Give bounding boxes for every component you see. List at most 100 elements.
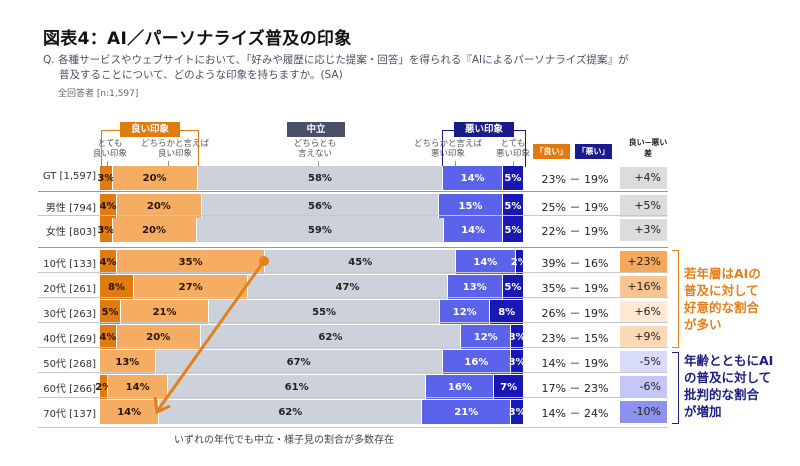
seg-neutral: 56%	[201, 194, 440, 218]
seg-very-good: 5%	[100, 300, 121, 324]
seg-very-bad: 3%	[509, 400, 526, 424]
row-label: 女性 [803]	[45, 227, 96, 238]
col-label-somewhat-bad: どちらかと言えば 悪い印象	[403, 139, 493, 159]
row-separator	[38, 427, 668, 428]
seg-neutral: 47%	[248, 275, 448, 299]
seg-very-good: 3%	[97, 166, 114, 190]
seg-somewhat-bad: 12%	[461, 325, 512, 349]
sum-values: 23% － 15%	[541, 332, 609, 345]
row-label: 10代 [133]	[43, 259, 96, 270]
seg-somewhat-bad: 14%	[443, 166, 503, 190]
diff-value: -10%	[620, 401, 667, 423]
row-label: 60代 [266]	[43, 384, 96, 395]
tick-somewhat-bad	[455, 161, 456, 169]
seg-somewhat-good: 21%	[120, 300, 210, 324]
diff-value: +3%	[620, 219, 667, 241]
seg-neutral: 67%	[155, 350, 443, 374]
seg-very-bad: 8%	[490, 300, 524, 324]
row-separator	[38, 247, 668, 248]
row-separator	[38, 191, 668, 192]
sum-values: 35% － 19%	[541, 282, 609, 295]
col-label-line: どちらかと言えば	[140, 139, 209, 149]
col-label-somewhat-good: どちらかと言えば 良い印象	[130, 139, 220, 159]
diff-value: +9%	[620, 326, 667, 348]
row-label: 70代 [137]	[43, 409, 96, 420]
diff-value: +16%	[620, 276, 667, 298]
old-annotation: 年齢とともにAI の普及に対して 批判的な割合 が増加	[684, 352, 773, 420]
col-label-line: 悪い印象	[430, 149, 465, 159]
sum-values: 23% － 19%	[541, 173, 609, 186]
seg-somewhat-good: 20%	[116, 194, 202, 218]
sum-values: 26% － 19%	[541, 307, 609, 320]
neutral-header: 中立	[287, 122, 345, 137]
diff-header: 良い−悪い差	[624, 137, 672, 159]
seg-very-bad: 3%	[509, 350, 526, 374]
annotation-line: が増加	[684, 404, 722, 419]
diff-header-line: 差	[644, 149, 652, 158]
seg-neutral: 62%	[159, 400, 423, 424]
row-label: GT [1,597]	[42, 171, 96, 182]
seg-very-bad: 5%	[502, 166, 524, 190]
seg-somewhat-good: 13%	[100, 350, 156, 374]
seg-very-bad: 5%	[503, 218, 524, 242]
row-separator	[38, 297, 668, 298]
seg-somewhat-good: 27%	[133, 275, 249, 299]
footnote: いずれの年代でも中立・様子見の割合が多数存在	[174, 435, 394, 446]
diff-value: +6%	[620, 301, 667, 323]
bad-sum-header: 「悪い」計	[575, 144, 612, 171]
row-label: 50代 [268]	[43, 359, 96, 370]
seg-somewhat-good: 14%	[108, 375, 168, 399]
tick-very-bad	[513, 161, 514, 169]
seg-somewhat-bad: 16%	[426, 375, 495, 399]
seg-somewhat-bad: 21%	[422, 400, 512, 424]
good-sum-header: 「良い」計	[533, 144, 570, 171]
seg-very-bad: 5%	[502, 194, 524, 218]
seg-very-bad: 7%	[494, 375, 524, 399]
annotation-line: の普及に対して	[684, 370, 772, 385]
seg-very-good: 2%	[95, 375, 112, 399]
annotation-line: が多い	[684, 317, 722, 332]
diff-value: +5%	[620, 195, 667, 217]
col-label-very-bad: とても 悪い印象	[488, 139, 538, 159]
seg-somewhat-good: 20%	[112, 166, 198, 190]
arrow-head-icon	[153, 396, 171, 415]
diff-value: +23%	[620, 251, 667, 273]
tick-very-good	[107, 161, 108, 169]
col-label-line: 良い印象	[92, 149, 127, 159]
annotation-line: 普及に対して	[684, 283, 759, 298]
col-label-line: 良い印象	[157, 149, 192, 159]
row-separator	[38, 372, 668, 373]
seg-very-bad: 3%	[509, 325, 526, 349]
sum-values: 25% － 19%	[541, 201, 609, 214]
seg-somewhat-bad: 14%	[444, 218, 503, 242]
col-label-very-good: とても 良い印象	[85, 139, 135, 159]
diff-value: -5%	[620, 351, 667, 373]
arrow-line	[156, 260, 266, 411]
row-separator	[38, 272, 668, 273]
annotation-line: 好意的な割合	[684, 300, 760, 315]
seg-very-bad: 5%	[502, 275, 524, 299]
seg-somewhat-good: 35%	[116, 250, 266, 274]
seg-somewhat-good: 20%	[116, 325, 201, 349]
diff-value: -6%	[620, 376, 667, 398]
seg-very-good: 8%	[100, 275, 134, 299]
row-label: 40代 [269]	[43, 334, 96, 345]
diff-header-line: 良い−悪い	[628, 138, 668, 147]
seg-neutral: 58%	[197, 166, 444, 190]
sum-values: 17% － 23%	[541, 382, 609, 395]
col-label-line: とても	[97, 139, 123, 149]
seg-somewhat-good: 14%	[100, 400, 160, 424]
col-label-line: とても	[500, 139, 526, 149]
seg-somewhat-bad: 12%	[440, 300, 491, 324]
row-separator	[38, 347, 668, 348]
seg-very-good: 4%	[99, 325, 117, 349]
annotation-line: 年齢とともにAI	[684, 353, 774, 368]
sum-values: 14% － 19%	[541, 357, 609, 370]
seg-neutral: 61%	[167, 375, 427, 399]
col-label-line: どちらとも	[293, 139, 337, 149]
question-text: Q. 各種サービスやウェブサイトにおいて、「好みや履歴に応じた提案・回答」を得ら…	[43, 53, 663, 83]
good-header: 良い印象	[120, 122, 180, 137]
young-bracket	[672, 250, 679, 348]
seg-somewhat-good: 20%	[112, 218, 197, 242]
